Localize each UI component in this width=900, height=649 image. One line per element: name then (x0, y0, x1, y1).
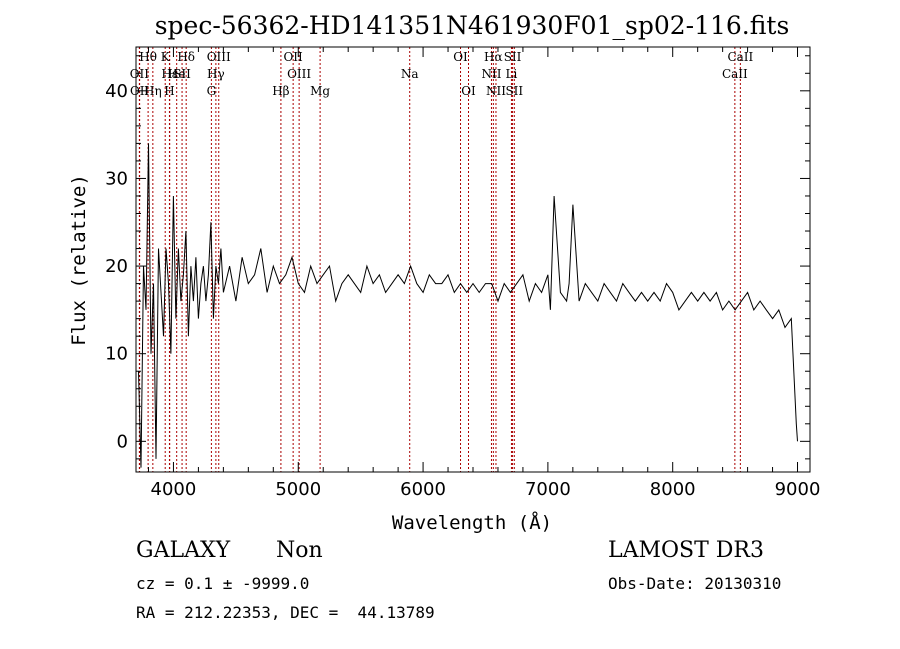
y-axis-label: Flux (relative) (68, 174, 90, 346)
observation-date: Obs-Date: 20130310 (608, 574, 782, 593)
spectral-line-label: OIII (207, 50, 231, 64)
spectral-line-label: Hε (161, 67, 178, 81)
spectral-line-label: CaII (727, 50, 753, 64)
coordinates: RA = 212.22353, DEC = 44.13789 (136, 603, 435, 622)
spectral-line-label: H (164, 84, 174, 98)
x-tick-label: 5000 (275, 479, 321, 500)
spectral-line-label: Na (401, 67, 419, 81)
spectral-line-label: Hβ (272, 84, 289, 98)
spectral-line-label: NII (486, 84, 506, 98)
redshift-cz: cz = 0.1 ± -9999.0 (136, 574, 310, 593)
spectral-line-label: SII (504, 50, 522, 64)
plot-frame (135, 46, 811, 473)
chart-title: spec-56362-HD141351N461930F01_sp02-116.f… (155, 11, 790, 40)
spectral-line-label: Hθ (139, 50, 157, 64)
spectral-line-label: OII (283, 50, 303, 64)
spectral-line-label: Hη (144, 84, 162, 98)
spectral-line-label: OII (130, 67, 150, 81)
spectral-line-label: OI (461, 84, 476, 98)
spectral-line-label: SII (173, 67, 191, 81)
y-tick-label: 40 (105, 81, 128, 102)
y-tick-label: 30 (105, 168, 128, 189)
x-tick-label: 7000 (525, 479, 571, 500)
x-tick-label: 9000 (775, 479, 821, 500)
y-tick-label: 0 (117, 431, 128, 452)
spectral-line-label: Hδ (177, 50, 195, 64)
spectral-line-label: K (161, 50, 171, 64)
spectral-line-label: Li (506, 67, 518, 81)
spectral-line-label: G (207, 84, 217, 98)
x-axis-label: Wavelength (Å) (392, 511, 552, 534)
spectral-line-label: Mg (310, 84, 330, 98)
spectral-line-label: Hα (484, 50, 503, 64)
x-tick-label: 4000 (151, 479, 197, 500)
spectrum-series-line (138, 143, 798, 468)
x-tick-label: 8000 (650, 479, 696, 500)
y-tick-label: 10 (105, 344, 128, 365)
spectral-line-label: OIII (287, 67, 311, 81)
object-class: GALAXY (136, 538, 231, 563)
x-tick-label: 6000 (400, 479, 446, 500)
spectral-line-label: Hγ (207, 67, 225, 81)
spectrum-chart: spec-56362-HD141351N461930F01_sp02-116.f… (68, 11, 821, 534)
spectral-line-label: OI (453, 50, 468, 64)
survey-name: LAMOST DR3 (608, 538, 764, 563)
spectral-line-label: NII (481, 67, 501, 81)
spectral-line-label: SII (505, 84, 523, 98)
object-subclass: Non (276, 538, 323, 563)
spectral-line-label: He (168, 67, 186, 81)
y-tick-label: 20 (105, 256, 128, 277)
spectral-line-label: CaII (722, 67, 748, 81)
